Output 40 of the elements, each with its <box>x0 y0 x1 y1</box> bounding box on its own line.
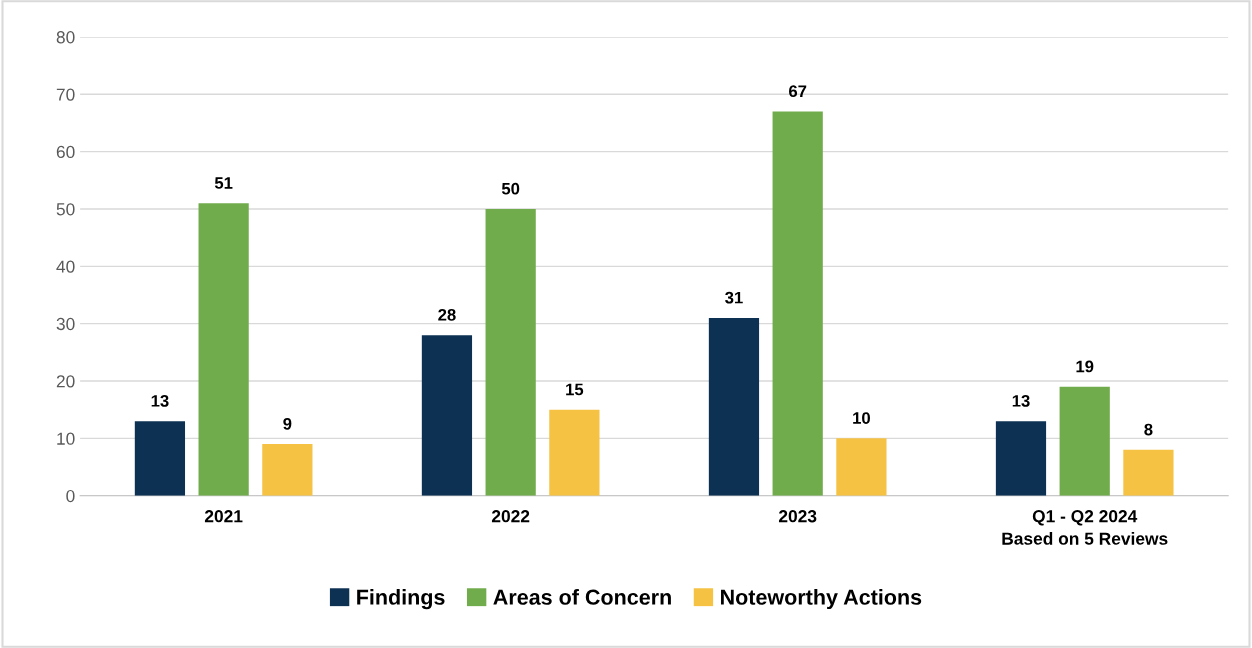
y-tick-label: 60 <box>56 145 75 159</box>
bar <box>262 444 313 496</box>
data-label: 10 <box>853 412 870 424</box>
bar <box>708 317 760 496</box>
bar <box>198 203 249 496</box>
y-tick-label: 20 <box>56 375 75 388</box>
data-label: 13 <box>1012 394 1030 407</box>
data-label: 67 <box>789 85 807 98</box>
data-label: 8 <box>1144 423 1153 436</box>
bar <box>995 421 1047 496</box>
data-label: 15 <box>566 383 584 396</box>
y-tick-label: 0 <box>66 489 75 503</box>
bar <box>1059 386 1110 496</box>
bar <box>1123 449 1174 496</box>
y-tick-label: 40 <box>56 260 75 273</box>
data-label: 13 <box>151 394 169 407</box>
x-tick-label: 2021 <box>204 510 243 523</box>
y-tick-label: 50 <box>56 203 75 216</box>
data-label: 51 <box>214 177 233 189</box>
data-label: 31 <box>725 291 743 304</box>
bar <box>421 335 473 496</box>
y-tick-label: 10 <box>57 432 75 445</box>
legend-label: Noteworthy Actions <box>721 589 922 610</box>
y-tick-label: 30 <box>56 317 75 331</box>
data-label: 28 <box>438 308 456 321</box>
x-tick-label: 2022 <box>491 510 530 523</box>
legend-label: Findings <box>357 589 445 610</box>
bar <box>485 208 536 496</box>
bar <box>836 438 887 496</box>
bar <box>772 111 823 496</box>
data-label: 19 <box>1076 360 1094 373</box>
y-tick-label: 70 <box>56 88 75 101</box>
bar <box>134 421 186 496</box>
data-label: 9 <box>283 417 292 430</box>
x-tick-label: 2023 <box>778 510 817 523</box>
y-tick-label: 80 <box>56 31 75 44</box>
x-tick-label: Q1 - Q2 2024 Based on 5 Reviews <box>1002 510 1168 545</box>
legend-label: Areas of Concern <box>493 589 671 605</box>
bar <box>549 409 600 496</box>
data-label: 50 <box>501 182 520 195</box>
